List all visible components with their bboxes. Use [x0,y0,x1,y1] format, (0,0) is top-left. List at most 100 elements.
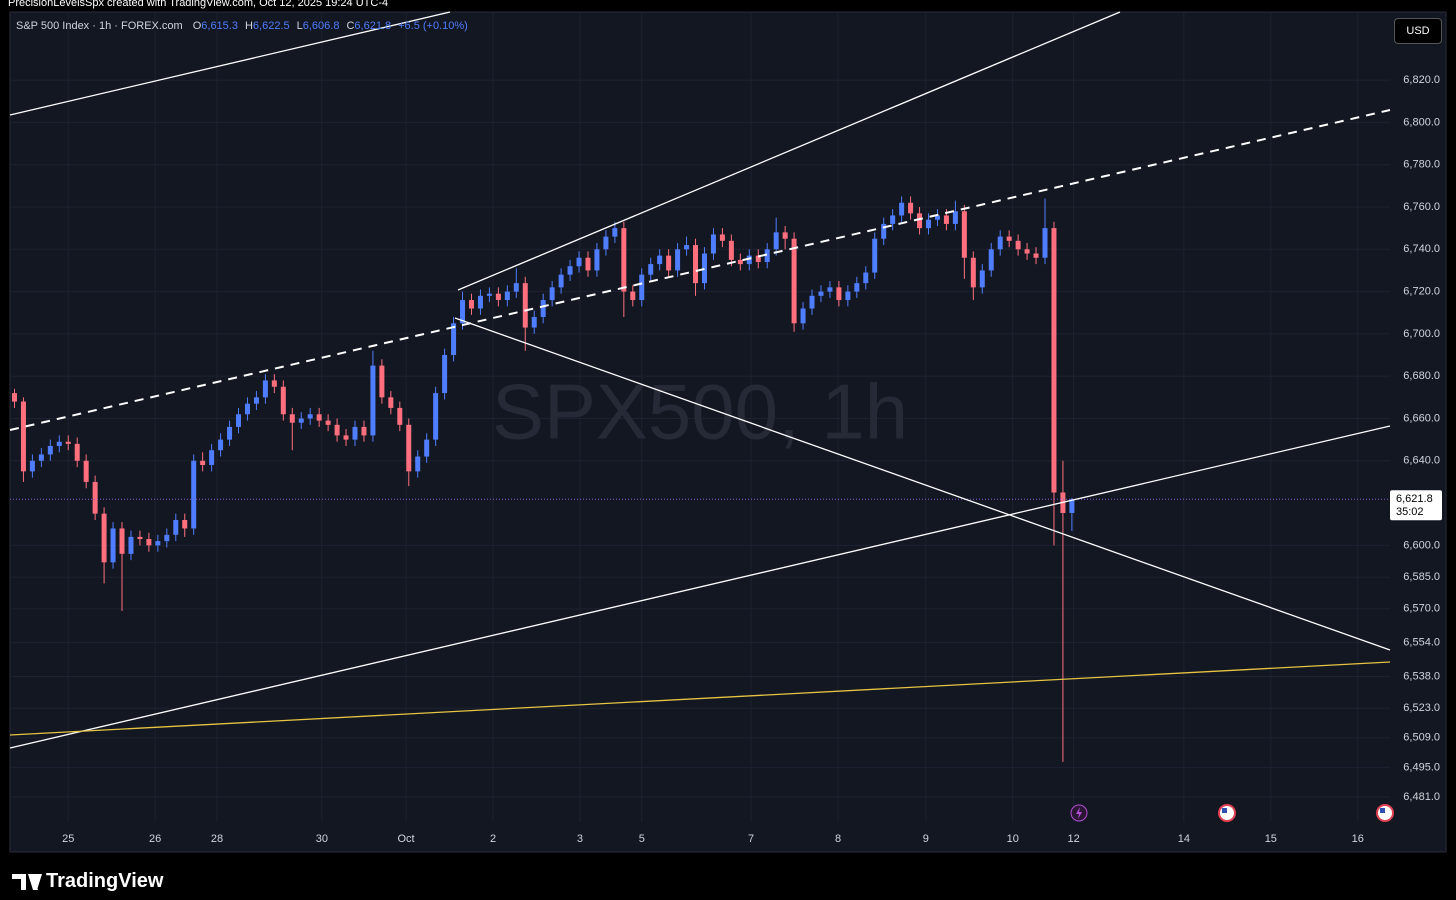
y-tick-label: 6,509.0 [1403,732,1440,744]
candle-body [361,426,367,436]
candle-body [979,270,985,288]
candle-body [442,355,448,394]
candle-body [809,295,815,309]
candle-body [110,528,116,563]
candle-body [630,291,636,301]
price-label: 6,621.8 [1396,493,1433,505]
candle-body [531,316,537,328]
candle-body [298,418,304,423]
candle-body [128,536,134,554]
dashed-trend-line [9,109,1391,431]
candle-body [791,238,797,324]
candle-body [343,435,349,440]
candle-body [934,215,940,220]
x-tick-label: 9 [923,833,929,845]
candle-body [334,424,340,436]
candle-body [218,439,224,451]
y-tick-label: 6,700.0 [1403,328,1440,340]
candle-body [737,259,743,265]
candle-body [74,443,80,461]
flag-glyph [1222,808,1227,813]
y-tick-label: 6,820.0 [1403,74,1440,86]
ohlc-value: 6,615.3 [201,20,238,32]
candle-body [146,539,152,546]
candle-body [522,283,528,328]
axes: 6,820.0 6,800.0 6,780.0 6,760.0 6,740.0 6,720… [62,74,1442,845]
candle-body [728,240,734,260]
candle-body [558,274,564,288]
candle-body [262,380,268,398]
candle-body [621,228,627,292]
candle-body [289,414,295,423]
candle-body [567,266,573,275]
candle-body [890,215,896,224]
candle-body [11,393,17,402]
candle-body [20,401,26,472]
y-tick-label: 6,495.0 [1403,761,1440,773]
candle-body [119,528,125,554]
x-tick-label: 12 [1068,833,1080,845]
candle-body [1015,240,1021,250]
y-tick-label: 6,740.0 [1403,243,1440,255]
candle-body [101,513,107,563]
trend-line [9,425,1391,749]
candle-body [415,456,421,472]
candle-body [513,283,519,292]
candle-body [684,245,690,250]
candle-body [764,249,770,262]
candle-body [773,232,779,250]
candle-body [433,393,439,440]
candle-body [236,414,242,427]
candle-body [648,264,654,275]
candle-body [173,519,179,535]
candle-body [325,420,331,425]
ohlc-value: 6,622.5 [252,20,290,32]
x-tick-label: 7 [748,833,754,845]
candle-body [388,397,394,408]
candle-body [451,323,457,356]
event-icons [1070,804,1394,822]
change: +6.5 (+0.10%) [398,20,468,32]
candle-body [244,403,250,415]
candle-body [800,308,806,324]
candle-body [701,253,707,284]
y-tick-label: 6,640.0 [1403,455,1440,467]
currency-button[interactable]: USD [1394,18,1442,44]
candle-body [370,365,376,436]
symbol: S&P 500 Index · 1h · FOREX.com [16,20,183,32]
x-tick-label: 25 [62,833,74,845]
candle-body [352,426,358,440]
candle-body [1006,236,1012,241]
price-label-box [1390,490,1442,521]
candle-body [585,257,591,271]
candles [10,196,1390,762]
candle-body [818,291,824,296]
candle-body [280,386,286,415]
candle-body [1069,499,1075,514]
candle-body [782,232,788,239]
y-tick-label: 6,538.0 [1403,670,1440,682]
ohlc-key: C [346,20,355,32]
candle-body [379,365,385,398]
candle-body [612,228,618,237]
candle-body [406,424,412,472]
candle-body [486,293,492,296]
candle-body [899,202,905,216]
candle-body [83,460,89,482]
ohlc-value: 6,606.8 [302,20,340,32]
candle-body [477,295,483,309]
candle-body [639,274,645,301]
legend: S&P 500 Index · 1h · FOREX.com O6,615.3 H6… [16,20,475,32]
candle-body [908,202,914,214]
candle-body [137,536,143,540]
candle-body [693,245,699,284]
flag-glyph [1380,808,1385,813]
candle-body [1051,228,1057,493]
candle-body [209,450,215,466]
candle-body [155,541,161,546]
ohlc-key: L [296,20,303,32]
candle-body [549,287,555,301]
candle-body [970,257,976,288]
